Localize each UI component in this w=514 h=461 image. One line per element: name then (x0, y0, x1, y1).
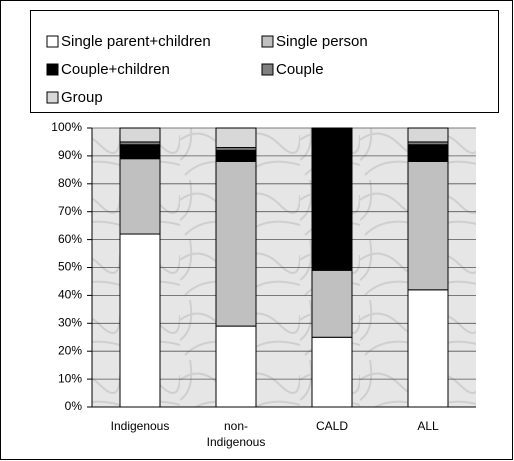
legend-label: Group (61, 89, 103, 106)
legend-swatch (46, 63, 59, 76)
y-tick-label: 70% (58, 204, 82, 218)
legend-swatch (261, 35, 274, 48)
bar-segment (407, 289, 449, 408)
legend-swatch (261, 63, 274, 76)
y-tick-label: 40% (58, 288, 82, 302)
x-tick-label: non-Indigenous (207, 419, 266, 449)
bar-segment (119, 144, 161, 160)
y-tick-label: 60% (58, 232, 82, 246)
bar-segment (215, 149, 257, 162)
y-tick-label: 90% (58, 148, 82, 162)
bar-segment (215, 325, 257, 408)
legend-label: Couple+children (61, 61, 170, 78)
y-tick-label: 80% (58, 176, 82, 190)
y-tick-label: 50% (58, 260, 82, 274)
legend-swatch (46, 35, 59, 48)
y-tick-label: 0% (65, 399, 83, 413)
y-tick-label: 100% (51, 120, 82, 134)
y-tick-label: 20% (58, 343, 82, 357)
legend-label: Single person (276, 33, 368, 50)
bar-segment (311, 269, 353, 338)
bar-segment (215, 127, 257, 149)
legend-label: Single parent+children (61, 33, 211, 50)
x-tick-label: ALL (417, 419, 439, 433)
bar-segment (407, 160, 449, 291)
y-tick-label: 10% (58, 371, 82, 385)
legend-box (30, 10, 499, 113)
legend-label: Couple (276, 61, 324, 78)
bar-segment (407, 144, 449, 162)
bar-segment (407, 127, 449, 143)
bar-segment (311, 127, 353, 271)
bar-segment (119, 158, 161, 235)
bar-segment (119, 233, 161, 408)
x-tick-label: CALD (316, 419, 348, 433)
bar-segment (119, 127, 161, 143)
bar-segment (215, 160, 257, 327)
y-tick-label: 30% (58, 315, 82, 329)
bar-segment (311, 336, 353, 408)
x-tick-label: Indigenous (111, 419, 170, 433)
legend-swatch (46, 91, 59, 104)
